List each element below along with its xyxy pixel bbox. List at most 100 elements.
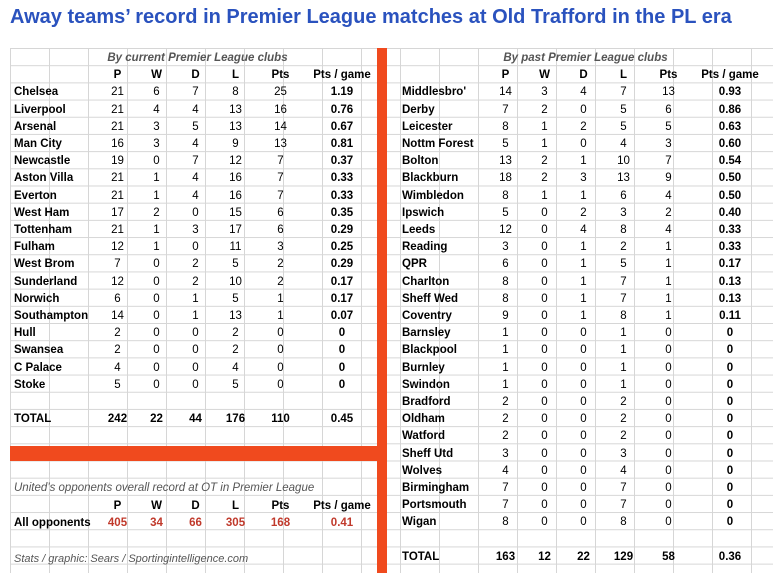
points-per-game: 1.19 [330,86,354,99]
points-per-game: 0 [338,344,346,357]
table-row: Aston Villa 21 1 4 16 7 0.33 [14,170,381,187]
drawn: 4 [192,138,199,151]
played: 21 [111,103,124,116]
club-name: Barnsley [402,327,451,340]
lost: 8 [232,86,239,99]
lost: 2 [620,413,627,426]
won: 0 [541,378,548,391]
lost: 13 [229,103,242,116]
points-per-game: 0 [338,378,346,391]
table-row: Newcastle 19 0 7 12 7 0.37 [14,153,381,170]
club-name: Chelsea [14,86,59,99]
lost: 8 [620,310,627,323]
points-per-game: 0.13 [718,292,742,305]
lost: 1 [620,378,627,391]
opponents-header-row: P W D L Pts Pts / game [14,498,381,515]
won: 0 [153,258,160,271]
points-per-game: 0.67 [330,120,354,133]
points: 0 [277,344,284,357]
header-w: W [151,69,162,82]
spreadsheet-grid [10,48,773,573]
club-name: Ipswich [402,206,445,219]
header-w: W [539,69,550,82]
played: 2 [114,344,121,357]
current-clubs-table: By current Premier League clubs P W D L … [14,50,381,428]
drawn: 0 [192,327,199,340]
won: 0 [153,275,160,288]
club-name: Nottm Forest [402,138,474,151]
drawn: 1 [192,310,199,323]
points: 0 [277,378,284,391]
points: 0 [277,361,284,374]
points-per-game: 0 [726,378,734,391]
played: 3 [502,447,509,460]
drawn: 4 [192,189,199,202]
won: 0 [541,310,548,323]
club-name: Oldham [402,413,445,426]
table-row: Arsenal 21 3 5 13 14 0.67 [14,119,381,136]
table-row: Sheff Wed 8 0 1 7 1 0.13 [402,291,769,308]
header-l: L [619,69,628,82]
drawn: 4 [580,224,587,237]
points: 0 [665,499,672,512]
points: 0 [665,430,672,443]
points-per-game: 0.76 [330,103,354,116]
played: 1 [502,378,509,391]
won: 0 [541,292,548,305]
header-d: D [191,500,200,512]
vertical-divider-bar [377,48,387,573]
club-name: Hull [14,327,36,340]
points: 1 [277,310,284,323]
lost: 13 [617,172,630,185]
current-header-row: P W D L Pts Pts / game [14,67,381,84]
points-per-game: 0 [726,447,734,460]
table-row: Chelsea 21 6 7 8 25 1.19 [14,84,381,101]
points-per-game: 0.36 [718,550,742,563]
points: 0 [277,327,284,340]
won: 0 [541,275,548,288]
drawn: 0 [580,138,587,151]
opponents-subtitle: United’s opponents overall record at OT … [14,482,315,494]
played: 8 [502,516,509,529]
table-row: Sunderland 12 0 2 10 2 0.17 [14,274,381,291]
drawn: 0 [580,499,587,512]
won: 0 [541,206,548,219]
header-l: L [231,500,240,512]
lost: 7 [620,292,627,305]
spacer-row [402,532,769,549]
lost: 5 [232,258,239,271]
points: 0 [665,344,672,357]
played: 2 [502,430,509,443]
won: 0 [153,292,160,305]
played: 5 [502,138,509,151]
points: 6 [277,206,284,219]
points-per-game: 0 [726,344,734,357]
played: 21 [111,189,124,202]
drawn: 0 [580,361,587,374]
table-row: Derby 7 2 0 5 6 0.86 [402,102,769,119]
club-name: West Ham [14,206,70,219]
table-row: Blackpool 1 0 0 1 0 0 [402,342,769,359]
points: 2 [277,258,284,271]
table-row: West Ham 17 2 0 15 6 0.35 [14,205,381,222]
won: 0 [541,430,548,443]
played: 21 [111,120,124,133]
played: 4 [114,361,121,374]
won: 0 [541,396,548,409]
club-name: Wolves [402,464,443,477]
points: 0 [665,516,672,529]
lost: 13 [229,120,242,133]
played: 1 [502,344,509,357]
drawn: 0 [580,344,587,357]
played: 5 [502,206,509,219]
played: 2 [114,327,121,340]
points: 1 [665,292,672,305]
lost: 1 [620,327,627,340]
drawn: 2 [192,275,199,288]
drawn: 4 [192,172,199,185]
points-per-game: 0.29 [330,258,354,271]
points-per-game: 0.33 [718,241,742,254]
points: 25 [274,86,287,99]
won: 6 [153,86,160,99]
points-per-game: 0 [726,430,734,443]
